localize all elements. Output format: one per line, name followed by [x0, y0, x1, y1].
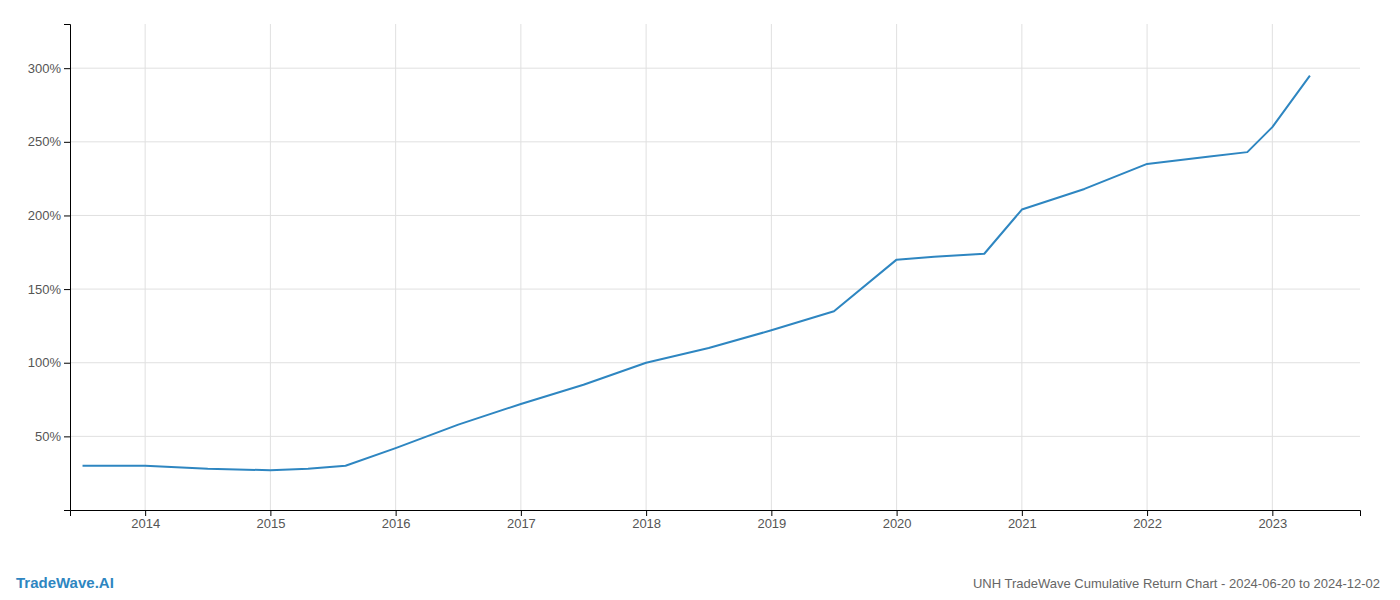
y-axis-tick: 150%	[28, 282, 70, 297]
x-axis-tick: 2023	[1258, 510, 1287, 531]
x-axis-tick: 2020	[883, 510, 912, 531]
x-axis-tick: 2014	[131, 510, 160, 531]
x-grid-line	[771, 24, 772, 510]
y-axis-tick-mark	[64, 289, 70, 290]
x-axis-tick-mark	[897, 510, 898, 516]
x-axis-tick-mark	[396, 510, 397, 516]
grid	[70, 24, 1360, 510]
y-axis-tick-mark	[64, 142, 70, 143]
x-grid-line	[646, 24, 647, 510]
x-axis-tick-mark	[1147, 510, 1148, 516]
x-axis-tick: 2022	[1133, 510, 1162, 531]
x-axis-tick-label: 2021	[1008, 516, 1037, 531]
y-axis-tick-label: 300%	[28, 61, 62, 76]
x-axis-tick: 2016	[382, 510, 411, 531]
y-axis-line	[64, 25, 71, 511]
x-axis-tick-label: 2019	[757, 516, 786, 531]
y-axis-tick: 250%	[28, 134, 70, 149]
title: UNH TradeWave Cumulative Return Chart - …	[973, 576, 1380, 591]
y-axis-tick-mark	[64, 68, 70, 69]
x-axis-tick: 2017	[507, 510, 536, 531]
x-grid-line	[520, 24, 521, 510]
y-axis-tick-label: 200%	[28, 208, 62, 223]
x-axis-tick-mark	[1272, 510, 1273, 516]
y-axis-tick: 200%	[28, 208, 70, 223]
watermark: TradeWave.AI	[16, 574, 114, 591]
x-grid-line	[270, 24, 271, 510]
x-grid-line	[145, 24, 146, 510]
y-grid-line	[70, 362, 1360, 363]
y-axis-tick-label: 250%	[28, 134, 62, 149]
y-axis-tick: 300%	[28, 61, 70, 76]
marks	[83, 76, 1310, 471]
y-grid-line	[70, 68, 1360, 69]
x-axis-tick-mark	[270, 510, 271, 516]
y-axis-tick-label: 150%	[28, 282, 62, 297]
y-grid-line	[70, 141, 1360, 142]
y-axis: 50% 100% 150% 200% 250% 300%	[28, 25, 71, 511]
x-grid-line	[1272, 24, 1273, 510]
line	[83, 76, 1310, 471]
x-grid-line	[1147, 24, 1148, 510]
x-axis-tick: 2019	[757, 510, 786, 531]
y-axis-tick: 100%	[28, 355, 70, 370]
x-axis-tick-mark	[646, 510, 647, 516]
y-grid-line	[70, 215, 1360, 216]
y-axis-tick-mark	[64, 215, 70, 216]
y-grid-line	[70, 436, 1360, 437]
x-axis-line	[71, 511, 1361, 517]
chart-svg: 2014 2015 2016 2017 2018 2019 2020 2021 2022 2023…	[0, 0, 1400, 600]
x-axis-tick-label: 2022	[1133, 516, 1162, 531]
y-grid-line	[70, 289, 1360, 290]
y-axis-tick-label: 100%	[28, 355, 62, 370]
x-axis-tick-label: 2020	[883, 516, 912, 531]
x-axis-tick-mark	[521, 510, 522, 516]
x-axis: 2014 2015 2016 2017 2018 2019 2020 2021 2022 2023	[71, 510, 1361, 531]
x-axis-tick-label: 2014	[131, 516, 160, 531]
y-axis-tick-mark	[64, 436, 70, 437]
x-axis-tick-label: 2018	[632, 516, 661, 531]
y-axis-tick: 50%	[35, 429, 70, 444]
x-axis-tick: 2015	[256, 510, 285, 531]
y-axis-tick-mark	[64, 363, 70, 364]
x-axis-tick-mark	[1022, 510, 1023, 516]
x-grid-line	[1021, 24, 1022, 510]
x-grid-line	[896, 24, 897, 510]
x-axis-tick-label: 2023	[1258, 516, 1287, 531]
y-axis-tick-label: 50%	[35, 429, 61, 444]
x-axis-tick: 2021	[1008, 510, 1037, 531]
x-axis-tick-mark	[145, 510, 146, 516]
x-axis-tick-label: 2015	[256, 516, 285, 531]
plot-area: 2014 2015 2016 2017 2018 2019 2020 2021 2022 2023…	[28, 24, 1361, 531]
x-axis-tick-label: 2016	[382, 516, 411, 531]
x-axis-tick: 2018	[632, 510, 661, 531]
x-grid-line	[395, 24, 396, 510]
x-axis-tick-label: 2017	[507, 516, 536, 531]
x-axis-tick-mark	[771, 510, 772, 516]
